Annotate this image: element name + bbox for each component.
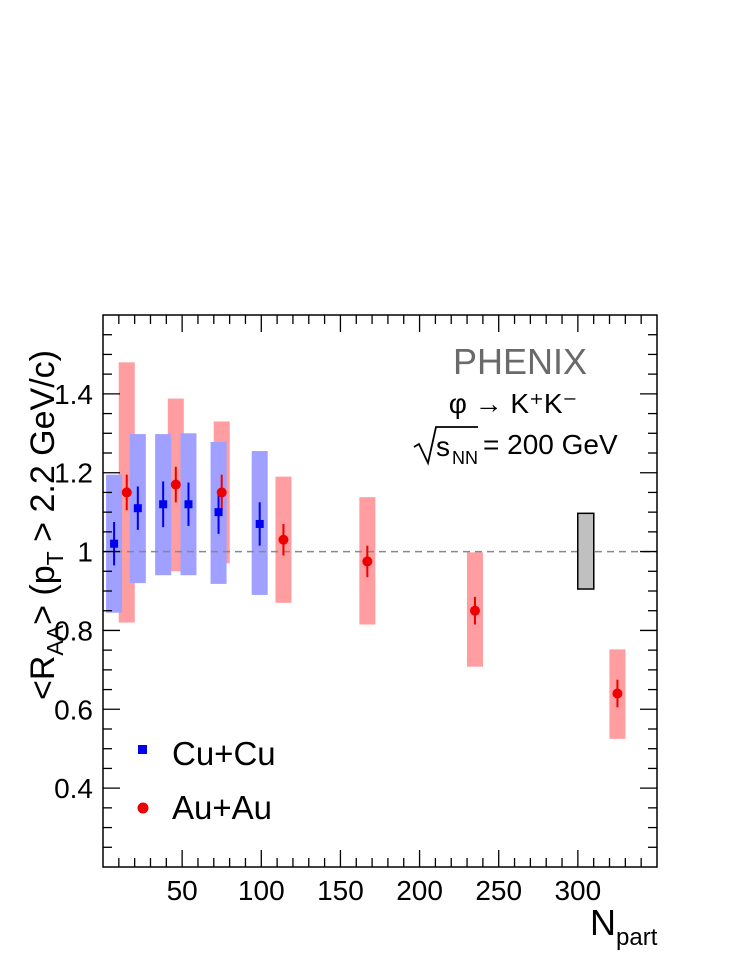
svg-text:s: s bbox=[436, 431, 450, 462]
x-tick-label: 150 bbox=[317, 875, 364, 906]
data-markers bbox=[110, 479, 623, 699]
x-tick-label: 250 bbox=[475, 875, 522, 906]
legend-marker-cucu bbox=[138, 745, 147, 754]
legend: Cu+Cu Au+Au bbox=[137, 735, 276, 826]
point-cucu-0 bbox=[110, 539, 119, 548]
point-cucu-1 bbox=[133, 504, 142, 513]
point-auau-1 bbox=[170, 479, 181, 490]
point-cucu-5 bbox=[255, 519, 264, 528]
sqrt-symbol bbox=[413, 426, 478, 466]
legend-label-cucu: Cu+Cu bbox=[172, 735, 276, 772]
point-auau-0 bbox=[121, 487, 132, 498]
point-auau-3 bbox=[278, 534, 289, 545]
point-auau-6 bbox=[612, 688, 623, 699]
point-auau-5 bbox=[469, 605, 480, 616]
x-tick-label: 50 bbox=[167, 875, 198, 906]
x-axis-label: Npart bbox=[590, 902, 658, 951]
y-tick-label: 0.8 bbox=[54, 615, 93, 646]
x-tick-label: 200 bbox=[396, 875, 443, 906]
axis-tick-labels: 50 100 150 200 250 300 0.4 0.6 0.8 1 1.2 1.4 bbox=[54, 379, 601, 906]
point-cucu-4 bbox=[214, 508, 223, 517]
y-tick-label: 0.4 bbox=[54, 773, 93, 804]
legend-marker-auau bbox=[137, 802, 149, 814]
legend-label-auau: Au+Au bbox=[172, 789, 272, 826]
reaction-label: φ → K⁺K⁻ bbox=[449, 388, 578, 419]
x-tick-label: 100 bbox=[238, 875, 285, 906]
y-axis-label: <RAA> (pT > 2.2 GeV/c) bbox=[24, 350, 68, 700]
point-cucu-2 bbox=[159, 500, 168, 509]
y-tick-label: 1.2 bbox=[54, 458, 93, 489]
point-cucu-3 bbox=[184, 500, 193, 509]
energy-label: s NN = 200 GeV bbox=[413, 426, 618, 468]
energy-value: = 200 GeV bbox=[483, 429, 618, 460]
x-tick-label: 300 bbox=[554, 875, 601, 906]
phenix-label: PHENIX bbox=[453, 341, 587, 382]
point-auau-2 bbox=[216, 487, 227, 498]
y-tick-label: 1.4 bbox=[54, 379, 93, 410]
y-tick-label: 1 bbox=[77, 537, 93, 568]
normalization-uncertainty-box bbox=[577, 512, 595, 590]
axis-ticks bbox=[103, 315, 657, 867]
y-tick-label: 0.6 bbox=[54, 694, 93, 725]
point-auau-4 bbox=[362, 556, 373, 567]
energy-subscript: NN bbox=[452, 448, 478, 468]
